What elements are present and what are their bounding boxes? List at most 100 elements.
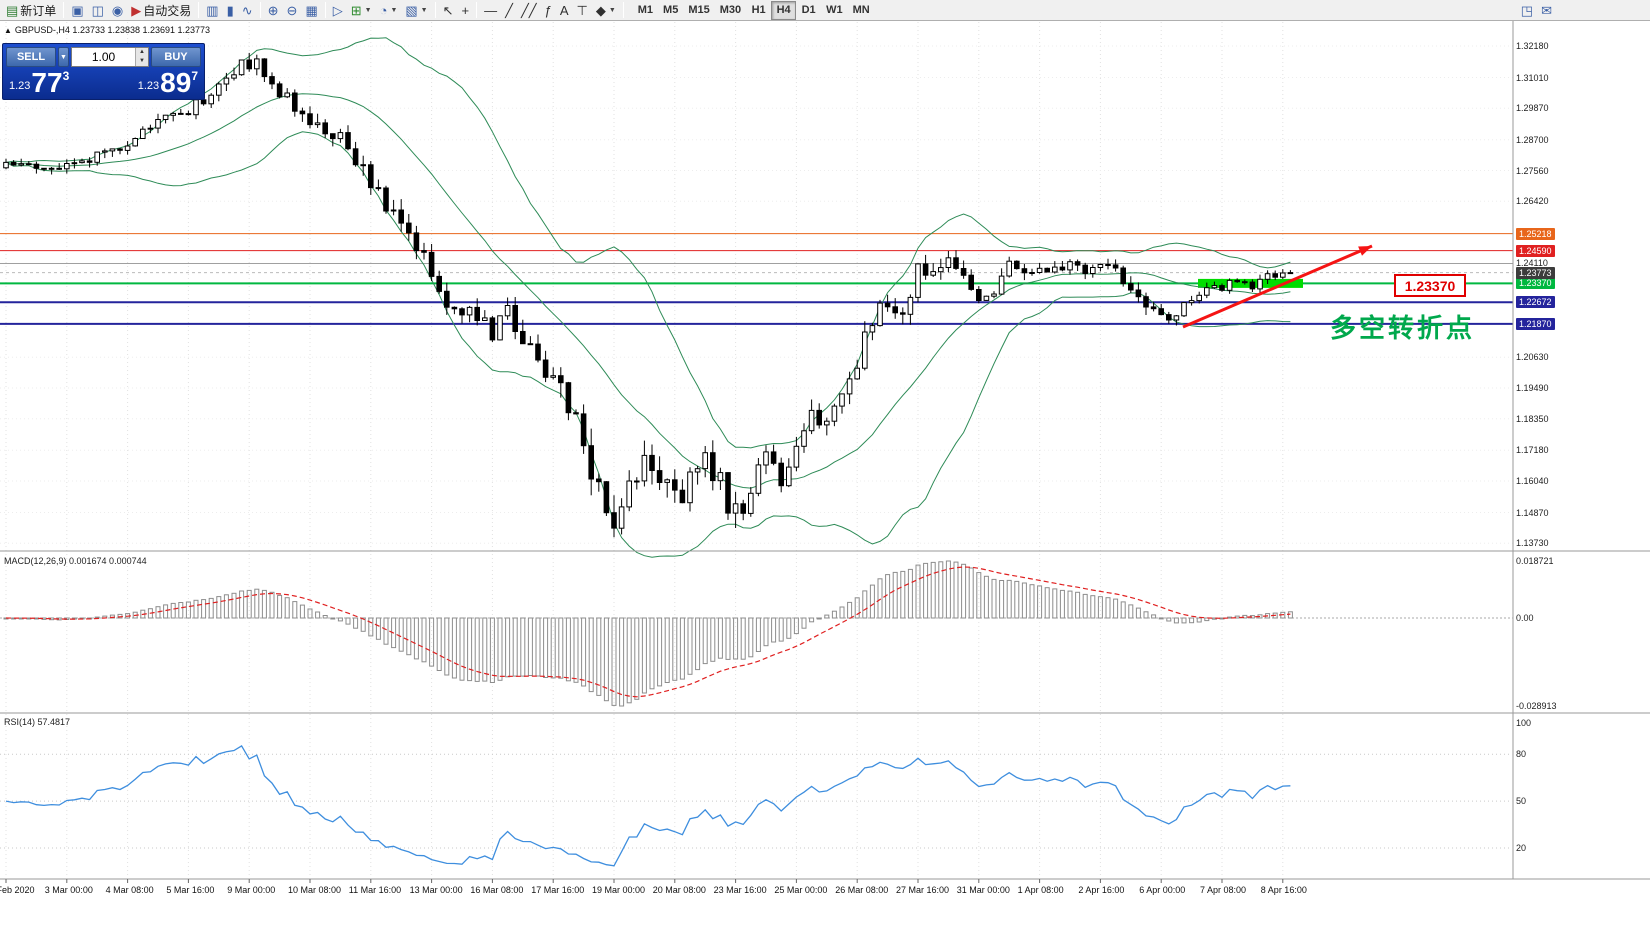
- toolbar-right-group: ◳ ✉: [1517, 0, 1556, 21]
- hline-icon[interactable]: —: [480, 1, 501, 20]
- label-icon[interactable]: ⊤: [573, 1, 592, 20]
- time-axis-label: 7 Apr 08:00: [1200, 885, 1247, 895]
- rsi-scale-label: 80: [1516, 749, 1527, 760]
- bollinger-middle: [5, 93, 1291, 489]
- toolbar-button-group: ▤ 新订单 ▣ ◫ ◉ ▶ 自动交易 ▥ ▮ ∿ ⊕ ⊖ ▦ ▷ ⊞ ▼ ◔ ▼ ▧ ▼ ↖ + — ╱ ╱╱ ƒ A ⊤ ◆ ▼: [2, 0, 627, 21]
- autotrading-button-label: 自动交易: [143, 3, 192, 18]
- symbol-ohlc-text: GBPUSD-,H4 1.23733 1.23838 1.23691 1.237…: [14, 25, 211, 35]
- volume-spin-buttons: ▲ ▼: [135, 48, 148, 66]
- timeframe-m1[interactable]: M1: [633, 1, 658, 20]
- time-axis-label: 31 Mar 00:00: [956, 885, 1010, 895]
- profile-icon[interactable]: ◫: [88, 1, 108, 20]
- buy-button[interactable]: BUY: [151, 47, 201, 67]
- macd-signal-line: [5, 566, 1291, 698]
- cn-annotation-text: 多空转折点: [1330, 313, 1476, 343]
- timeframe-d1[interactable]: D1: [796, 1, 821, 20]
- volume-up-button[interactable]: ▲: [139, 49, 145, 55]
- alerts-icon[interactable]: ◉: [108, 1, 127, 20]
- toolbar-separator: [622, 2, 624, 18]
- layout-icon[interactable]: ◳: [1517, 1, 1537, 20]
- tile-windows-icon[interactable]: ▦: [301, 1, 321, 20]
- mail-icon: ✉: [1541, 2, 1552, 18]
- crosshair-icon[interactable]: +: [458, 1, 474, 20]
- bollinger-upper: [5, 37, 1291, 449]
- tile-windows-icon: ▦: [305, 2, 318, 18]
- bar-chart-icon: ▥: [206, 2, 219, 18]
- time-axis-label: 9 Mar 00:00: [227, 885, 276, 895]
- time-axis-label: 8 Apr 16:00: [1260, 885, 1307, 895]
- macd-histogram: [3, 560, 1293, 707]
- timeframe-w1[interactable]: W1: [821, 1, 848, 20]
- price-scale-label: 1.18350: [1516, 413, 1549, 424]
- chevron-down-icon: ▼: [608, 6, 616, 14]
- timeframe-m30[interactable]: M30: [715, 1, 746, 20]
- zoom-in-icon: ⊕: [267, 2, 279, 18]
- volume-input[interactable]: [72, 48, 135, 66]
- zoom-in-icon[interactable]: ⊕: [264, 1, 283, 20]
- candlestick-chart-icon: ▮: [226, 2, 234, 18]
- oneclick-dropdown-icon[interactable]: ▼: [58, 47, 69, 67]
- templates-icon[interactable]: ▧ ▼: [401, 1, 431, 20]
- mail-icon[interactable]: ✉: [1537, 1, 1556, 20]
- horizontal-line-objects: [0, 233, 1513, 325]
- periods-icon[interactable]: ◔ ▼: [376, 1, 402, 20]
- timeframe-mn[interactable]: MN: [848, 1, 875, 20]
- chart-window-icon[interactable]: ▣: [67, 1, 87, 20]
- crosshair-icon: +: [461, 2, 470, 18]
- fibonacci-icon[interactable]: ƒ: [541, 1, 556, 20]
- indicators-icon[interactable]: ⊞ ▼: [347, 1, 376, 20]
- time-axis-label: 20 Mar 08:00: [652, 885, 706, 895]
- timeframe-h4[interactable]: H4: [771, 0, 797, 20]
- shapes-icon[interactable]: ◆ ▼: [592, 1, 620, 20]
- price-scale-label: 1.27560: [1516, 165, 1549, 176]
- shapes-icon: ◆: [595, 2, 606, 18]
- price-scale-label: 1.20630: [1516, 352, 1549, 363]
- new-order-icon: ▤: [6, 2, 19, 18]
- macd-scale-label: -0.028913: [1516, 701, 1557, 711]
- price-scale-label: 1.14870: [1516, 507, 1549, 518]
- line-chart-icon[interactable]: ∿: [238, 1, 257, 20]
- buy-price-display[interactable]: 1.23 89 7: [138, 69, 198, 97]
- timeframe-h1[interactable]: H1: [746, 1, 771, 20]
- templates-icon: ▧: [405, 2, 418, 18]
- zoom-out-icon[interactable]: ⊖: [283, 1, 302, 20]
- price-scale[interactable]: 1.32180 1.31010 1.29870 1.28700 1.27560 1.264…: [1513, 21, 1650, 879]
- volume-stepper: ▲ ▼: [71, 47, 149, 67]
- label-icon: ⊤: [576, 2, 588, 18]
- time-axis-label: 26 Mar 08:00: [835, 885, 889, 895]
- timeframe-m15[interactable]: M15: [683, 1, 714, 20]
- time-axis-label: 27 Mar 16:00: [896, 885, 950, 895]
- oneclick-collapse-icon[interactable]: ▲: [4, 26, 12, 35]
- text-icon[interactable]: A: [556, 1, 573, 20]
- profile-icon: ◫: [91, 2, 104, 18]
- sell-price-display[interactable]: 1.23 77 3: [9, 69, 70, 97]
- symbol-info-line: ▲ GBPUSD-,H4 1.23733 1.23838 1.23691 1.23…: [4, 25, 210, 35]
- time-axis-label: 10 Mar 08:00: [288, 885, 342, 895]
- trendline-icon[interactable]: ╱: [501, 1, 517, 20]
- buy-price-pip: 7: [191, 69, 198, 83]
- sell-price-pip: 3: [62, 69, 70, 83]
- channel-icon[interactable]: ╱╱: [517, 1, 541, 20]
- price-line-tag: 1.23370: [1516, 277, 1555, 290]
- new-order-button[interactable]: ▤ 新订单: [2, 1, 60, 20]
- cursor-icon[interactable]: ↖: [439, 1, 458, 20]
- strategy-tester-icon: ▷: [332, 2, 343, 18]
- toolbar-separator: [434, 2, 436, 18]
- cursor-icon: ↖: [442, 2, 454, 18]
- sell-button[interactable]: SELL: [6, 47, 56, 67]
- rsi-indicator-label: RSI(14) 57.4817: [4, 717, 71, 727]
- time-axis-label: 6 Apr 00:00: [1139, 885, 1186, 895]
- fibonacci-icon: ƒ: [544, 2, 552, 18]
- price-line-tag: 1.24590: [1516, 244, 1555, 257]
- chart-grid: [0, 22, 1513, 878]
- price-scale-label: 1.24110: [1516, 258, 1548, 269]
- bar-chart-icon[interactable]: ▥: [202, 1, 222, 20]
- volume-down-button[interactable]: ▼: [139, 58, 145, 64]
- autotrading-button[interactable]: ▶ 自动交易: [127, 1, 195, 20]
- candlestick-chart-icon[interactable]: ▮: [223, 1, 238, 20]
- strategy-tester-icon[interactable]: ▷: [329, 1, 347, 20]
- time-scale[interactable]: 28 Feb 2020 3 Mar 00:00 4 Mar 08:00 5 Mar 1…: [0, 880, 1650, 900]
- timeframe-m5[interactable]: M5: [658, 1, 683, 20]
- chart-window-icon: ▣: [71, 2, 84, 18]
